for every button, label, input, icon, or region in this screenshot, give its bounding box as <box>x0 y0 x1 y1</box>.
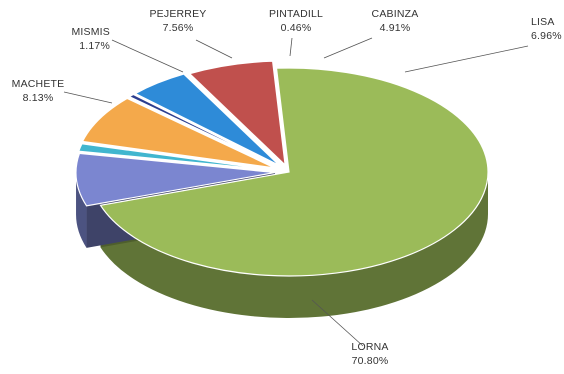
slice-percent-pejerrey: 7.56% <box>163 22 194 34</box>
slice-lisa <box>188 60 286 167</box>
slice-label-pejerrey: PEJERREY 7.56% <box>149 8 206 34</box>
slice-label-machete: MACHETE 8.13% <box>12 78 65 104</box>
leader-line-lorna <box>311 299 364 347</box>
slice-label-lisa: LISA 6.96% <box>531 16 562 42</box>
slice-percent-machete: 8.13% <box>23 92 54 104</box>
leader-line-machete <box>63 91 113 104</box>
slice-machete <box>75 152 276 207</box>
slice-label-mismis: MISMIS 1.17% <box>71 26 110 52</box>
slice-label-pintadill: PINTADILL 0.46% <box>269 8 323 34</box>
leader-line-mismis <box>111 39 184 73</box>
leader-line-pintadill <box>289 37 293 57</box>
slice-percent-cabinza: 4.91% <box>380 22 411 34</box>
slice-percent-lorna: 70.80% <box>352 355 389 367</box>
slice-pejerrey <box>81 97 276 169</box>
slice-name-pintadill: PINTADILL <box>269 8 323 20</box>
leader-line-lisa <box>404 45 529 73</box>
slice-cabinza <box>134 73 280 166</box>
slice-side-lorna <box>100 172 489 318</box>
leader-line-pejerrey <box>195 39 233 59</box>
slice-name-cabinza: CABINZA <box>372 8 419 20</box>
slice-labels: LORNA 70.80% MACHETE 8.13% MISMIS 1.17% PEJERR… <box>12 8 562 367</box>
slice-name-pejerrey: PEJERREY <box>149 8 206 20</box>
slice-name-mismis: MISMIS <box>71 26 110 38</box>
slice-percent-mismis: 1.17% <box>79 40 110 52</box>
slice-name-lisa: LISA <box>531 16 555 28</box>
slice-label-lorna: LORNA 70.80% <box>351 341 388 367</box>
slice-pintadill <box>128 93 278 167</box>
slice-lorna <box>99 67 489 277</box>
slice-tops <box>75 60 489 277</box>
slice-percent-pintadill: 0.46% <box>281 22 312 34</box>
slice-label-cabinza: CABINZA 4.91% <box>372 8 419 34</box>
slice-name-lorna: LORNA <box>351 341 388 353</box>
slice-name-machete: MACHETE <box>12 78 65 90</box>
leader-line-cabinza <box>323 37 373 59</box>
slice-percent-lisa: 6.96% <box>531 30 562 42</box>
slice-mismis <box>77 143 275 171</box>
